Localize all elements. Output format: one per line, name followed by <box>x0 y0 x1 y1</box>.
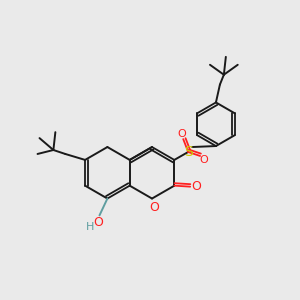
Text: O: O <box>200 155 208 165</box>
Text: S: S <box>184 145 193 159</box>
Text: O: O <box>94 216 103 229</box>
Text: H: H <box>85 222 94 232</box>
Text: O: O <box>178 129 187 139</box>
Text: O: O <box>191 180 201 193</box>
Text: O: O <box>149 201 159 214</box>
